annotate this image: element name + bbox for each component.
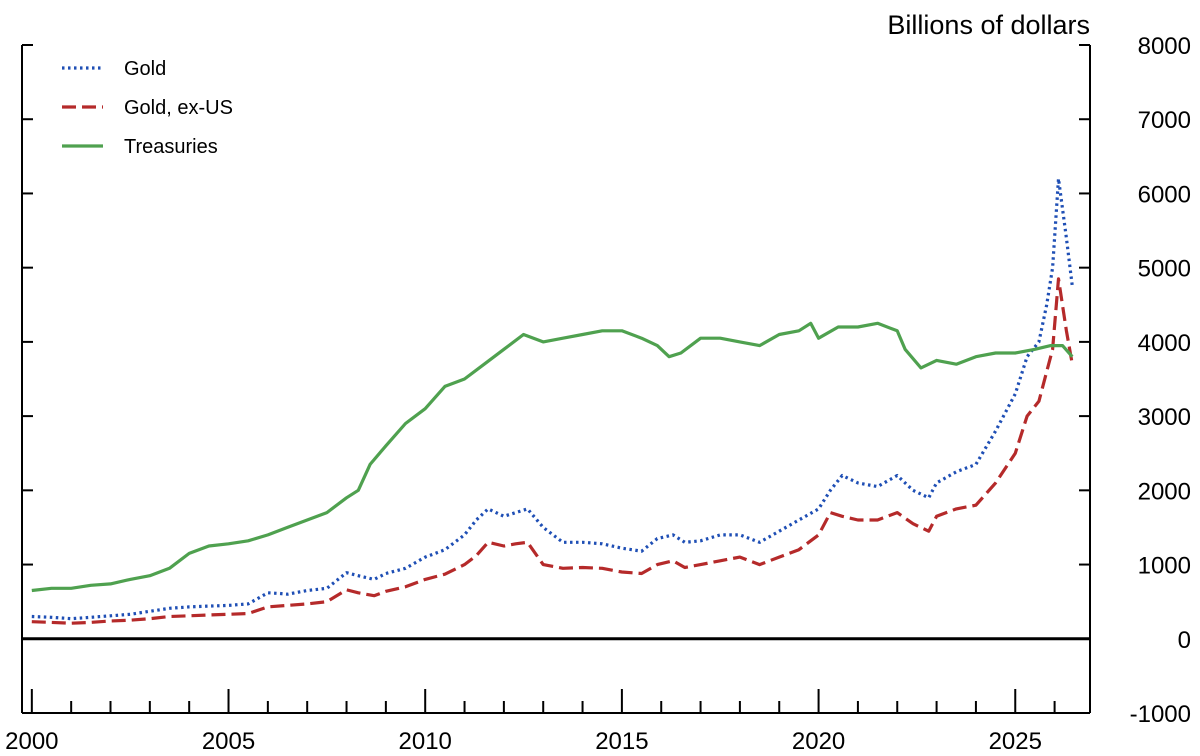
legend-label: Gold, ex-US xyxy=(124,97,233,119)
series-group xyxy=(31,177,1074,625)
y-tick-label: 8000 xyxy=(1138,33,1191,60)
legend: Gold Gold, ex-US Treasuries xyxy=(62,58,233,158)
y-tick-label: 3000 xyxy=(1138,404,1191,431)
series-line-treasuries xyxy=(31,321,1074,593)
x-tick-label: 2010 xyxy=(399,728,452,755)
x-tick-label: 2005 xyxy=(202,728,255,755)
y-tick-label: 7000 xyxy=(1138,107,1191,134)
unit-label: Billions of dollars xyxy=(887,10,1090,40)
y-tick-label: 2000 xyxy=(1138,478,1191,505)
series-line-gold-ex-us xyxy=(31,277,1074,625)
x-tick-label: 2020 xyxy=(792,728,845,755)
series-line-gold xyxy=(31,177,1074,621)
y-tick-label: 4000 xyxy=(1138,330,1191,357)
y-tick-label: 5000 xyxy=(1138,256,1191,283)
legend-label: Treasuries xyxy=(124,136,218,158)
axes: -1000 0 1000 2000 3000 4000 5000 6000 7000 8000 20… xyxy=(5,33,1191,755)
x-tick-label: 2025 xyxy=(989,728,1042,755)
y-tick-label: 6000 xyxy=(1138,181,1191,208)
y-tick-label: -1000 xyxy=(1130,701,1191,728)
y-tick-label: 1000 xyxy=(1138,553,1191,580)
x-tick-label: 2000 xyxy=(5,728,58,755)
legend-label: Gold xyxy=(124,58,166,80)
y-tick-label: 0 xyxy=(1178,627,1191,654)
x-tick-label: 2015 xyxy=(595,728,648,755)
